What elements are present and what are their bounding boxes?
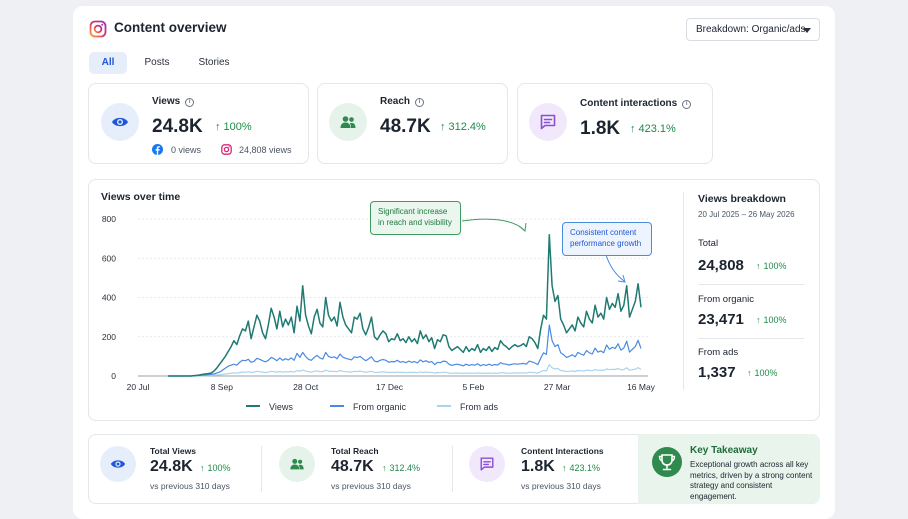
- divider: [683, 192, 684, 390]
- info-icon[interactable]: i: [415, 98, 425, 107]
- x-tick-label: 8 Sep: [211, 382, 233, 392]
- trophy-icon: [652, 447, 682, 477]
- summary-interactions-sub: vs previous 310 days: [521, 481, 601, 491]
- annotation-reach: Significant increase in reach and visibi…: [370, 201, 461, 235]
- instagram-views: 24,808 views: [239, 145, 292, 155]
- summary-views-change: ↑ 100%: [200, 463, 231, 473]
- views-change: ↑ 100%: [215, 121, 252, 133]
- y-tick-label: 600: [102, 253, 116, 263]
- views-label: Views i: [152, 96, 195, 107]
- divider: [698, 284, 804, 285]
- message-icon: [529, 103, 567, 141]
- eye-icon: [100, 446, 136, 482]
- annotation-arrow-blue: [605, 254, 625, 282]
- reach-value: 48.7K: [380, 116, 431, 137]
- series-line-from-organic: [168, 324, 642, 377]
- arrow-up-icon: ↑: [382, 463, 387, 473]
- y-tick-label: 200: [102, 332, 116, 342]
- x-tick-label: 16 May: [627, 382, 656, 392]
- breakdown-total-label: Total: [698, 238, 719, 249]
- y-tick-label: 400: [102, 293, 116, 303]
- breakdown-ads-value: 1,337: [698, 364, 736, 381]
- takeaway-body: Exceptional growth across all key metric…: [690, 460, 813, 501]
- info-icon[interactable]: i: [185, 98, 195, 107]
- summary-interactions-value: 1.8K: [521, 458, 555, 475]
- annotation-arrowhead-green: [518, 222, 527, 232]
- arrow-up-icon: ↑: [756, 261, 761, 271]
- arrow-up-icon: ↑: [215, 121, 221, 133]
- facebook-icon: [152, 144, 163, 155]
- arrow-up-icon: ↑: [440, 121, 446, 133]
- facebook-views: 0 views: [171, 145, 202, 155]
- summary-interactions-change: ↑ 423.1%: [562, 463, 601, 473]
- info-icon[interactable]: i: [682, 100, 692, 109]
- divider: [698, 338, 804, 339]
- reach-change: ↑ 312.4%: [440, 121, 486, 133]
- users-icon: [279, 446, 315, 482]
- arrow-up-icon: ↑: [756, 315, 761, 325]
- interactions-change: ↑ 423.1%: [630, 123, 676, 135]
- legend-swatch: [330, 405, 344, 407]
- arrow-up-icon: ↑: [630, 123, 636, 135]
- summary-views-label: Total Views: [150, 446, 196, 456]
- breakdown-total-value: 24,808: [698, 257, 744, 274]
- arrow-up-icon: ↑: [747, 368, 752, 378]
- x-tick-label: 28 Oct: [293, 382, 319, 392]
- x-tick-label: 5 Feb: [462, 382, 484, 392]
- breakdown-organic-label: From organic: [698, 294, 754, 305]
- breakdown-organic-value: 23,471: [698, 311, 744, 328]
- breakdown-date-range: 20 Jul 2025 – 26 May 2026: [698, 210, 795, 219]
- x-tick-label: 17 Dec: [376, 382, 404, 392]
- views-value: 24.8K: [152, 116, 203, 137]
- divider: [452, 446, 453, 492]
- interactions-label: Content interactions i: [580, 98, 692, 109]
- summary-reach-change: ↑ 312.4%: [382, 463, 421, 473]
- summary-interactions-label: Content Interactions: [521, 446, 604, 456]
- legend-organic[interactable]: From organic: [330, 402, 406, 412]
- breakdown-dropdown[interactable]: Breakdown: Organic/ads: [686, 18, 820, 41]
- tab-posts[interactable]: Posts: [144, 57, 170, 68]
- page-title: Content overview: [114, 20, 227, 35]
- eye-icon: [101, 103, 139, 141]
- annotation-arrowhead-blue: [617, 274, 626, 283]
- tab-stories[interactable]: Stories: [198, 57, 230, 68]
- summary-views-sub: vs previous 310 days: [150, 481, 230, 491]
- summary-reach-value: 48.7K: [331, 458, 374, 475]
- tab-all[interactable]: All: [89, 52, 127, 74]
- summary-views-value: 24.8K: [150, 458, 193, 475]
- chart-title: Views over time: [101, 191, 181, 203]
- message-icon: [469, 446, 505, 482]
- divider: [261, 446, 262, 492]
- summary-reach-sub: vs previous 310 days: [331, 481, 411, 491]
- arrow-up-icon: ↑: [200, 463, 205, 473]
- breakdown-title: Views breakdown: [698, 193, 786, 205]
- annotation-arrow-green: [461, 218, 525, 231]
- breakdown-ads-label: From ads: [698, 347, 739, 358]
- legend-swatch: [246, 405, 260, 407]
- series-line-from-ads: [168, 364, 642, 377]
- reach-label: Reach i: [380, 96, 425, 107]
- users-icon: [329, 103, 367, 141]
- arrow-up-icon: ↑: [562, 463, 567, 473]
- instagram-icon: [89, 20, 107, 38]
- interactions-value: 1.8K: [580, 118, 621, 139]
- breakdown-organic-change: ↑ 100%: [756, 315, 787, 325]
- breakdown-total-change: ↑ 100%: [756, 261, 787, 271]
- instagram-icon: [221, 144, 232, 155]
- breakdown-ads-change: ↑ 100%: [747, 368, 778, 378]
- chevron-down-icon: [803, 28, 811, 33]
- legend-ads[interactable]: From ads: [437, 402, 498, 412]
- y-tick-label: 800: [102, 214, 116, 224]
- legend-swatch: [437, 405, 451, 407]
- x-tick-label: 27 Mar: [544, 382, 571, 392]
- series-line-views: [168, 233, 642, 377]
- x-tick-label: 20 Jul: [127, 382, 150, 392]
- takeaway-title: Key Takeaway: [690, 445, 758, 456]
- annotation-growth: Consistent content performance growth: [562, 222, 652, 256]
- legend-views[interactable]: Views: [246, 402, 293, 412]
- breakdown-dropdown-label: Breakdown: Organic/ads: [696, 24, 806, 35]
- summary-reach-label: Total Reach: [331, 446, 379, 456]
- views-line-chart[interactable]: 0 200 400 600 800 20 Jul 8 Sep 28 Oct 17 Dec 5 Fe…: [88, 205, 668, 395]
- y-tick-label: 0: [111, 371, 116, 381]
